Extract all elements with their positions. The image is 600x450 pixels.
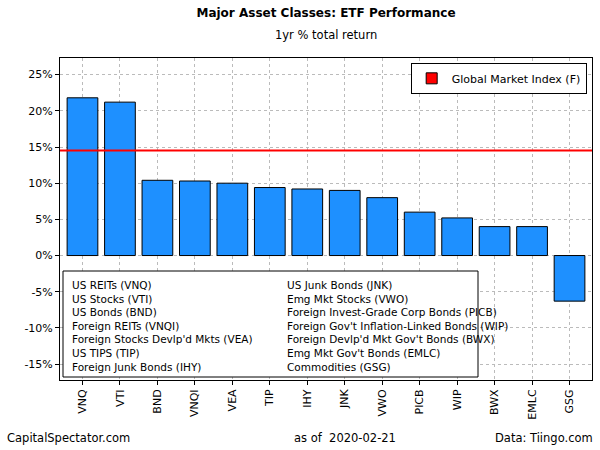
svg-text:as of 2020-02-21: as of 2020-02-21 (294, 431, 396, 445)
svg-text:20%: 20% (28, 105, 52, 118)
svg-text:WIP: WIP (451, 389, 464, 410)
svg-text:Foreign Invest-Grade Corp Bond: Foreign Invest-Grade Corp Bonds (PICB) (287, 306, 497, 318)
svg-text:15%: 15% (28, 141, 52, 154)
svg-text:VWO: VWO (376, 389, 389, 416)
svg-text:US Bonds (BND): US Bonds (BND) (72, 306, 157, 318)
svg-text:US Stocks (VTI): US Stocks (VTI) (72, 293, 152, 305)
svg-text:-10%: -10% (24, 322, 52, 335)
svg-text:10%: 10% (28, 177, 52, 190)
svg-text:BWX: BWX (488, 389, 501, 415)
svg-text:BND: BND (151, 389, 164, 413)
svg-text:CapitalSpectator.com: CapitalSpectator.com (7, 431, 130, 445)
svg-text:Foreign REITs (VNQI): Foreign REITs (VNQI) (72, 320, 179, 332)
svg-text:EMLC: EMLC (526, 389, 539, 420)
svg-text:Major Asset Classes: ETF Perfo: Major Asset Classes: ETF Performance (196, 6, 455, 20)
svg-text:0%: 0% (35, 249, 52, 262)
svg-text:VTI: VTI (114, 389, 127, 407)
svg-text:Foreign Stocks Devlp'd Mkts (V: Foreign Stocks Devlp'd Mkts (VEA) (72, 333, 253, 345)
svg-text:JNK: JNK (338, 389, 351, 409)
svg-text:-15%: -15% (24, 358, 52, 371)
svg-text:25%: 25% (28, 68, 52, 81)
svg-text:Global Market Index (F): Global Market Index (F) (452, 73, 581, 86)
svg-text:Foreign Gov't Inflation-Linked: Foreign Gov't Inflation-Linked Bonds (WI… (287, 320, 508, 332)
svg-text:VEA: VEA (226, 389, 239, 411)
svg-text:VNQ: VNQ (76, 389, 89, 414)
svg-text:Foreign Devlp'd Mkt Gov't Bond: Foreign Devlp'd Mkt Gov't Bonds (BWX) (287, 333, 495, 345)
svg-text:TIP: TIP (263, 389, 276, 407)
svg-text:1yr % total return: 1yr % total return (275, 28, 377, 42)
svg-text:5%: 5% (35, 213, 52, 226)
svg-text:VNQI: VNQI (188, 389, 201, 417)
svg-text:Commodities (GSG): Commodities (GSG) (287, 361, 391, 373)
svg-text:US TIPS (TIP): US TIPS (TIP) (72, 347, 140, 359)
svg-text:Foreign Junk Bonds (IHY): Foreign Junk Bonds (IHY) (72, 361, 201, 373)
svg-text:Data: Tiingo.com: Data: Tiingo.com (495, 431, 593, 445)
svg-text:US Junk Bonds (JNK): US Junk Bonds (JNK) (287, 279, 392, 291)
svg-text:-5%: -5% (31, 286, 52, 299)
svg-text:PICB: PICB (413, 389, 426, 414)
svg-text:Emg Mkt Gov't Bonds (EMLC): Emg Mkt Gov't Bonds (EMLC) (287, 347, 440, 359)
svg-text:US REITs (VNQ): US REITs (VNQ) (72, 279, 152, 291)
svg-text:Emg Mkt Stocks (VWO): Emg Mkt Stocks (VWO) (287, 293, 408, 305)
svg-text:GSG: GSG (563, 389, 576, 413)
svg-text:IHY: IHY (301, 389, 314, 408)
